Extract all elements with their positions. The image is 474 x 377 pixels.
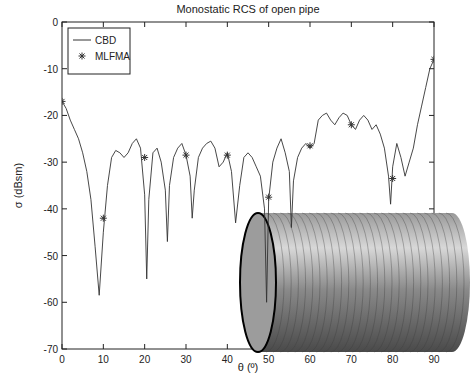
legend-label: CBD xyxy=(95,35,116,46)
x-tick xyxy=(186,22,187,27)
star-marker xyxy=(224,152,231,159)
y-tick xyxy=(62,208,67,209)
x-tick xyxy=(144,344,145,349)
x-tick xyxy=(310,22,311,27)
star-marker xyxy=(431,56,435,63)
y-tick xyxy=(62,162,67,163)
y-tick xyxy=(62,349,67,350)
chart: Monostatic RCS of open pipe 0 10 20 30 40 50 60… xyxy=(0,0,474,377)
legend-label: MLFMA xyxy=(95,51,130,62)
pipe-rib xyxy=(432,213,450,352)
y-tick xyxy=(62,115,67,116)
x-tick-label: 20 xyxy=(139,354,151,365)
pipe-inset xyxy=(240,213,470,352)
legend-box xyxy=(68,28,130,74)
star-marker xyxy=(100,215,107,222)
y-tick-label: -50 xyxy=(44,251,59,262)
legend-marker xyxy=(79,53,86,60)
x-tick-label: 40 xyxy=(222,354,234,365)
pipe-rib xyxy=(374,213,392,352)
star-marker xyxy=(141,154,148,161)
x-tick-label: 30 xyxy=(180,354,192,365)
y-tick-label: -10 xyxy=(44,64,59,75)
pipe-rib xyxy=(345,213,363,352)
pipe-rib xyxy=(338,213,356,352)
y-tick-label: -70 xyxy=(44,344,59,355)
y-tick-label: -40 xyxy=(44,204,59,215)
pipe-rib xyxy=(439,213,457,352)
x-tick-label: 50 xyxy=(263,354,275,365)
x-tick xyxy=(186,344,187,349)
star-marker xyxy=(389,175,396,182)
x-tick xyxy=(62,22,63,27)
legend: CBD MLFMA xyxy=(68,28,130,74)
pipe-rib xyxy=(396,213,414,352)
star-marker xyxy=(183,152,190,159)
y-tick xyxy=(429,208,434,209)
pipe-rib xyxy=(424,213,442,352)
x-tick xyxy=(351,22,352,27)
pipe-rib xyxy=(302,213,320,352)
title: Monostatic RCS of open pipe xyxy=(176,3,319,15)
x-axis-label: θ (º) xyxy=(238,361,259,373)
pipe-rib xyxy=(316,213,334,352)
pipe-rib xyxy=(388,213,406,352)
pipe-rib xyxy=(360,213,378,352)
y-axis-label: σ (dBsm) xyxy=(12,163,24,208)
y-tick xyxy=(429,115,434,116)
pipe-rib xyxy=(288,213,306,352)
pipe-rib xyxy=(280,213,298,352)
plot-data xyxy=(62,56,434,302)
y-tick-label: -30 xyxy=(44,157,59,168)
y-tick xyxy=(62,22,67,23)
x-tick-label: 10 xyxy=(98,354,110,365)
pipe-rib xyxy=(309,213,327,352)
x-tick xyxy=(392,22,393,27)
legend-line xyxy=(73,40,91,41)
star-marker xyxy=(265,194,272,201)
y-tick xyxy=(429,22,434,23)
x-tick-label: 90 xyxy=(428,354,440,365)
pipe-rib xyxy=(403,213,421,352)
y-tick-label: -20 xyxy=(44,110,59,121)
pipe-rib xyxy=(367,213,385,352)
x-tick xyxy=(227,344,228,349)
y-tick xyxy=(62,255,67,256)
x-tick-label: 80 xyxy=(387,354,399,365)
x-tick-label: 60 xyxy=(304,354,316,365)
pipe-rib xyxy=(417,213,435,352)
x-tick-label: 70 xyxy=(346,354,358,365)
x-tick xyxy=(268,22,269,27)
pipe-rib xyxy=(410,213,428,352)
y-tick-label: -60 xyxy=(44,297,59,308)
pipe-opening xyxy=(240,213,276,352)
y-tick xyxy=(429,162,434,163)
x-tick xyxy=(227,22,228,27)
x-tick xyxy=(144,22,145,27)
x-tick xyxy=(434,22,435,27)
pipe-rib xyxy=(295,213,313,352)
pipe-rib xyxy=(331,213,349,352)
series-line xyxy=(62,59,434,302)
pipe-rib xyxy=(381,213,399,352)
x-tick-label: 0 xyxy=(59,354,65,365)
y-tick-label: 0 xyxy=(52,17,58,28)
star-marker xyxy=(62,98,66,105)
pipe-rib xyxy=(446,213,464,352)
pipe-rib xyxy=(324,213,342,352)
y-tick xyxy=(62,302,67,303)
y-tick xyxy=(62,68,67,69)
pipe-rib xyxy=(352,213,370,352)
x-tick xyxy=(103,22,104,27)
star-marker xyxy=(307,142,314,149)
x-tick xyxy=(103,344,104,349)
x-tick xyxy=(62,344,63,349)
star-marker xyxy=(348,121,355,128)
pipe-body xyxy=(258,213,470,352)
